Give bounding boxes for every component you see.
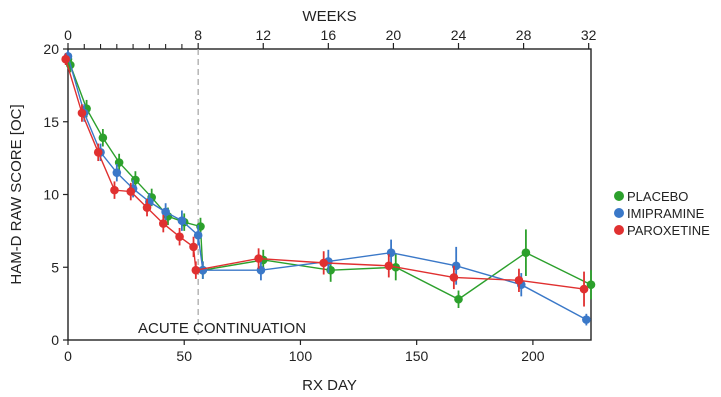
data-point [77,108,87,118]
data-point [159,219,168,228]
plot-frame [67,48,592,341]
data-point [142,203,152,212]
data-point [112,168,122,177]
top-tick-label: 0 [64,27,72,43]
data-point [193,230,203,240]
data-point [191,265,201,275]
data-point [61,54,70,64]
y-tick-label: 20 [43,41,59,57]
legend-label: IMIPRAMINE [627,206,705,221]
data-point [521,248,531,257]
data-point [161,207,170,217]
top-tick-label: 16 [321,27,337,43]
series-line [65,58,585,290]
data-point [454,294,463,304]
top-tick-label: 12 [255,27,271,43]
legend-marker [614,225,624,235]
data-point [110,185,119,195]
y-tick-label: 10 [43,187,59,203]
y-axis-title: HAM-D RAW SCORE [OC] [8,104,25,284]
x-tick-label: 150 [405,348,429,364]
data-point [514,276,524,285]
legend-label: PAROXETINE [627,223,710,238]
data-point [254,254,263,263]
data-point [126,187,136,196]
data-point [189,242,198,252]
top-tick-label: 24 [451,27,467,43]
top-axis-title: WEEKS [302,8,356,25]
data-point [93,148,103,157]
data-point [582,315,591,324]
y-tick-label: 0 [51,332,59,348]
x-tick-label: 50 [176,348,192,364]
phase-annotation: ACUTE CONTINUATION [138,320,306,337]
legend-marker [614,191,624,201]
data-point [586,280,596,290]
series-placebo [63,53,596,308]
top-tick-label: 28 [516,27,532,43]
data-point [449,273,459,282]
data-point [579,284,589,294]
legend-label: PLACEBO [627,189,688,204]
x-tick-label: 0 [64,348,72,364]
y-tick-label: 5 [51,259,59,275]
x-tick-label: 200 [521,348,545,364]
x-tick-label: 100 [289,348,313,364]
legend-marker [614,208,624,218]
y-tick-label: 15 [43,114,59,130]
data-point [177,216,187,225]
series-line [67,56,587,321]
data-point [319,258,328,268]
data-point [98,133,108,143]
top-tick-label: 20 [386,27,402,43]
data-point [175,232,184,241]
data-point [384,261,394,271]
series-paroxetine [61,53,589,307]
x-axis-title: RX DAY [302,377,357,394]
top-tick-label: 8 [194,27,202,43]
top-tick-label: 32 [581,27,597,43]
